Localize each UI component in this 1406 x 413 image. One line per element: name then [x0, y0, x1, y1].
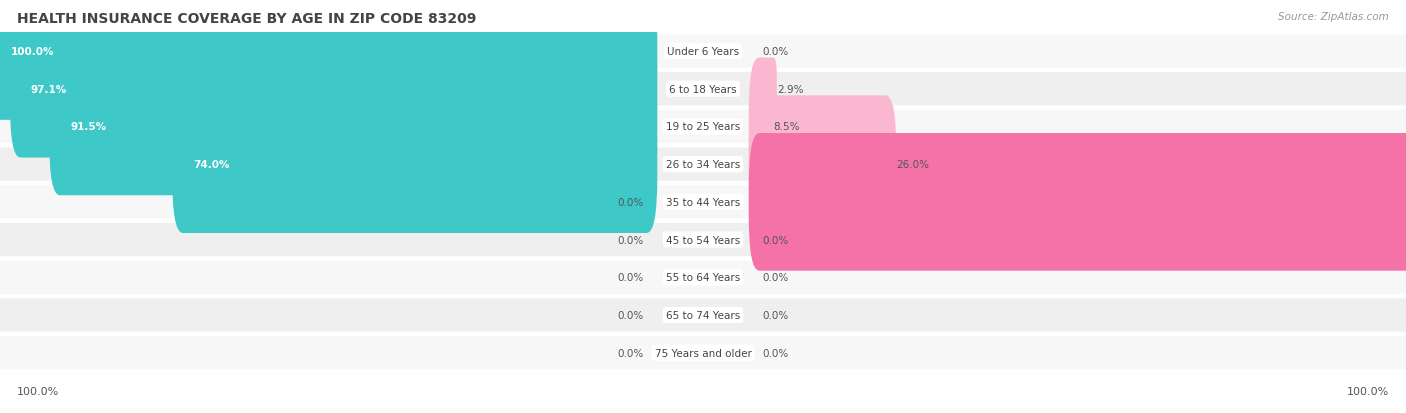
FancyBboxPatch shape [173, 96, 657, 233]
Text: 19 to 25 Years: 19 to 25 Years [666, 122, 740, 132]
FancyBboxPatch shape [0, 186, 1406, 219]
FancyBboxPatch shape [0, 336, 1406, 370]
FancyBboxPatch shape [0, 111, 1406, 144]
FancyBboxPatch shape [0, 0, 657, 121]
Text: 0.0%: 0.0% [762, 273, 789, 282]
FancyBboxPatch shape [749, 96, 897, 233]
FancyBboxPatch shape [749, 59, 773, 196]
FancyBboxPatch shape [0, 261, 1406, 294]
Text: 0.0%: 0.0% [617, 235, 644, 245]
FancyBboxPatch shape [749, 134, 1406, 271]
Text: 100.0%: 100.0% [17, 387, 59, 396]
Text: 2.9%: 2.9% [778, 85, 803, 95]
Text: HEALTH INSURANCE COVERAGE BY AGE IN ZIP CODE 83209: HEALTH INSURANCE COVERAGE BY AGE IN ZIP … [17, 12, 477, 26]
FancyBboxPatch shape [0, 148, 1406, 181]
Text: Under 6 Years: Under 6 Years [666, 47, 740, 57]
FancyBboxPatch shape [0, 35, 1406, 69]
Text: 97.1%: 97.1% [31, 85, 67, 95]
FancyBboxPatch shape [49, 59, 657, 196]
Text: 0.0%: 0.0% [762, 235, 789, 245]
Text: 0.0%: 0.0% [617, 348, 644, 358]
Text: 35 to 44 Years: 35 to 44 Years [666, 197, 740, 207]
FancyBboxPatch shape [0, 223, 1406, 256]
Text: 0.0%: 0.0% [762, 310, 789, 320]
Text: 74.0%: 74.0% [194, 160, 229, 170]
FancyBboxPatch shape [756, 59, 778, 121]
Text: 6 to 18 Years: 6 to 18 Years [669, 85, 737, 95]
FancyBboxPatch shape [0, 73, 1406, 106]
Text: 100.0%: 100.0% [10, 47, 53, 57]
Text: 26.0%: 26.0% [897, 160, 929, 170]
Text: 55 to 64 Years: 55 to 64 Years [666, 273, 740, 282]
Text: 0.0%: 0.0% [617, 273, 644, 282]
Text: 0.0%: 0.0% [617, 197, 644, 207]
Text: 100.0%: 100.0% [1347, 387, 1389, 396]
Text: Source: ZipAtlas.com: Source: ZipAtlas.com [1278, 12, 1389, 22]
Text: 45 to 54 Years: 45 to 54 Years [666, 235, 740, 245]
Text: 0.0%: 0.0% [762, 47, 789, 57]
Text: 65 to 74 Years: 65 to 74 Years [666, 310, 740, 320]
Text: 26 to 34 Years: 26 to 34 Years [666, 160, 740, 170]
FancyBboxPatch shape [0, 299, 1406, 332]
Text: 75 Years and older: 75 Years and older [655, 348, 751, 358]
Text: 0.0%: 0.0% [617, 310, 644, 320]
Text: 91.5%: 91.5% [70, 122, 107, 132]
Text: 8.5%: 8.5% [773, 122, 800, 132]
Text: 0.0%: 0.0% [762, 348, 789, 358]
FancyBboxPatch shape [10, 21, 657, 158]
